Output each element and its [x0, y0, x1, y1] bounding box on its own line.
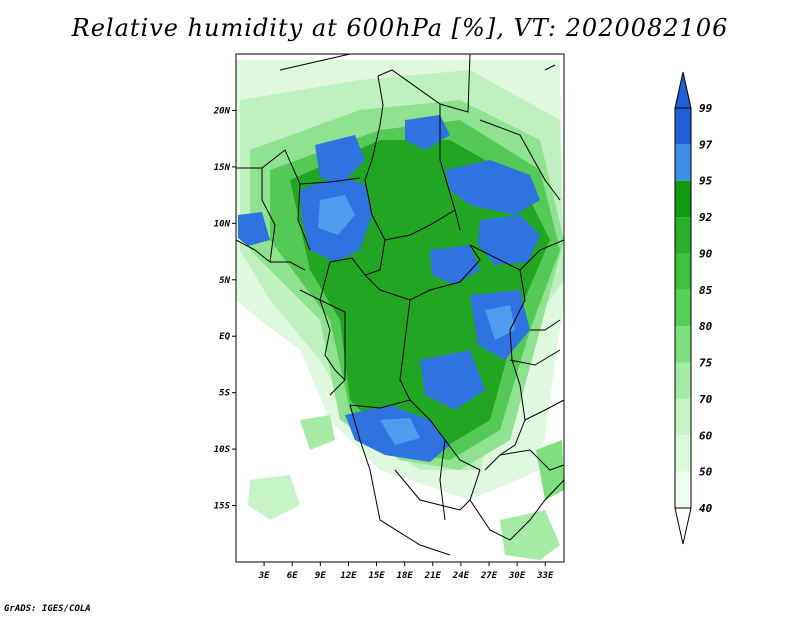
lon-label: 33E	[536, 571, 554, 581]
humidity-field	[236, 54, 564, 562]
colorbar-label: 40	[699, 502, 713, 515]
colorbar-label: 90	[699, 247, 713, 260]
lon-label: 24E	[452, 571, 470, 581]
colorbar-segment	[675, 398, 691, 436]
colorbar-label: 80	[699, 320, 713, 333]
colorbar-label: 92	[699, 211, 713, 224]
lon-label: 21E	[424, 571, 442, 581]
colorbar-label: 70	[699, 393, 713, 406]
lon-label: 12E	[340, 571, 357, 581]
colorbar-top-arrow	[674, 71, 692, 109]
colorbar-segment	[675, 326, 691, 363]
colorbar-label: 99	[699, 102, 713, 115]
colorbar-segment	[675, 144, 691, 181]
lon-label: 9E	[315, 571, 326, 581]
country-borders	[236, 54, 564, 556]
colorbar-segment	[675, 471, 691, 508]
latitude-axis: 20N 15N 10N 5N EQ 5S 10S 15S	[213, 106, 236, 512]
lat-label: 10N	[214, 219, 231, 229]
colorbar-frame	[674, 107, 692, 509]
lon-label: 15E	[368, 571, 385, 581]
lon-label: 3E	[258, 571, 270, 581]
colorbar-segment	[675, 108, 691, 145]
colorbar-segment	[675, 180, 691, 218]
grads-credit: GrADS: IGES/COLA	[4, 604, 91, 614]
colorbar-segment	[675, 217, 691, 254]
colorbar-segment	[675, 435, 691, 472]
lon-label: 30E	[508, 571, 526, 581]
colorbar-label: 95	[699, 175, 713, 188]
colorbar-label: 50	[699, 466, 713, 479]
colorbar-segment	[675, 289, 691, 327]
lon-label: 27E	[480, 571, 498, 581]
longitude-axis: 3E 6E 9E 12E 15E 18E 21E 24E 27E 30E 33E	[258, 562, 554, 581]
colorbar-label: 85	[699, 284, 713, 297]
colorbar-label: 97	[699, 138, 713, 151]
map-frame	[235, 53, 565, 563]
colorbar-bottom-arrow	[674, 507, 692, 545]
lat-label: 15S	[214, 502, 231, 512]
lon-label: 18E	[397, 571, 414, 581]
lat-label: 15N	[214, 163, 231, 173]
lat-label: 10S	[214, 445, 231, 455]
lon-label: 6E	[287, 571, 298, 581]
colorbar-segment	[675, 253, 691, 290]
colorbar-label: 60	[699, 429, 713, 442]
lat-label: 5N	[219, 276, 230, 286]
lat-label: 5S	[219, 389, 230, 399]
colorbar: 99 97 95 92 90 85 80 75 70 60 50 40	[674, 71, 713, 545]
lat-label: EQ	[219, 332, 230, 342]
lat-label: 20N	[213, 106, 231, 116]
colorbar-segment	[675, 362, 691, 399]
map-title: Relative humidity at 600hPa [%], VT: 202…	[71, 14, 729, 42]
colorbar-label: 75	[699, 357, 713, 370]
